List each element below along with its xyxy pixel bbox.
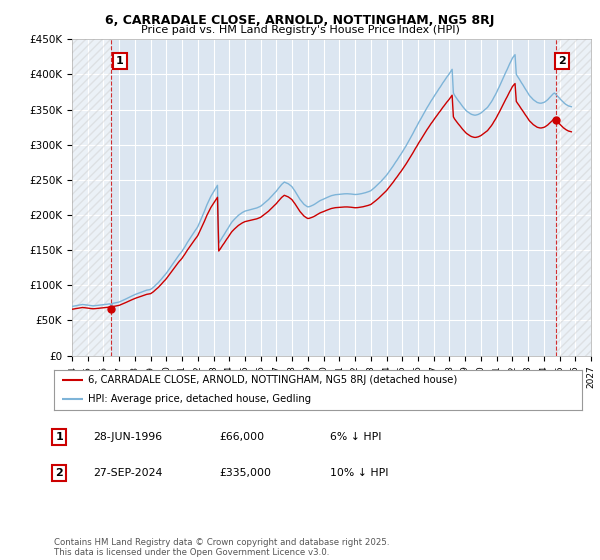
Text: 6, CARRADALE CLOSE, ARNOLD, NOTTINGHAM, NG5 8RJ (detached house): 6, CARRADALE CLOSE, ARNOLD, NOTTINGHAM, …: [88, 376, 458, 385]
Text: £66,000: £66,000: [219, 432, 264, 442]
Text: 6, CARRADALE CLOSE, ARNOLD, NOTTINGHAM, NG5 8RJ: 6, CARRADALE CLOSE, ARNOLD, NOTTINGHAM, …: [106, 14, 494, 27]
Text: 10% ↓ HPI: 10% ↓ HPI: [330, 468, 389, 478]
Text: 28-JUN-1996: 28-JUN-1996: [93, 432, 162, 442]
Text: 2: 2: [558, 56, 566, 66]
Text: 6% ↓ HPI: 6% ↓ HPI: [330, 432, 382, 442]
Text: 1: 1: [116, 56, 124, 66]
Text: 27-SEP-2024: 27-SEP-2024: [93, 468, 163, 478]
Bar: [556, 39, 591, 356]
Text: £335,000: £335,000: [219, 468, 271, 478]
Text: 2: 2: [55, 468, 63, 478]
Text: 1: 1: [55, 432, 63, 442]
Bar: [72, 39, 112, 356]
Text: Price paid vs. HM Land Registry's House Price Index (HPI): Price paid vs. HM Land Registry's House …: [140, 25, 460, 35]
Text: Contains HM Land Registry data © Crown copyright and database right 2025.
This d: Contains HM Land Registry data © Crown c…: [54, 538, 389, 557]
Text: HPI: Average price, detached house, Gedling: HPI: Average price, detached house, Gedl…: [88, 394, 311, 404]
